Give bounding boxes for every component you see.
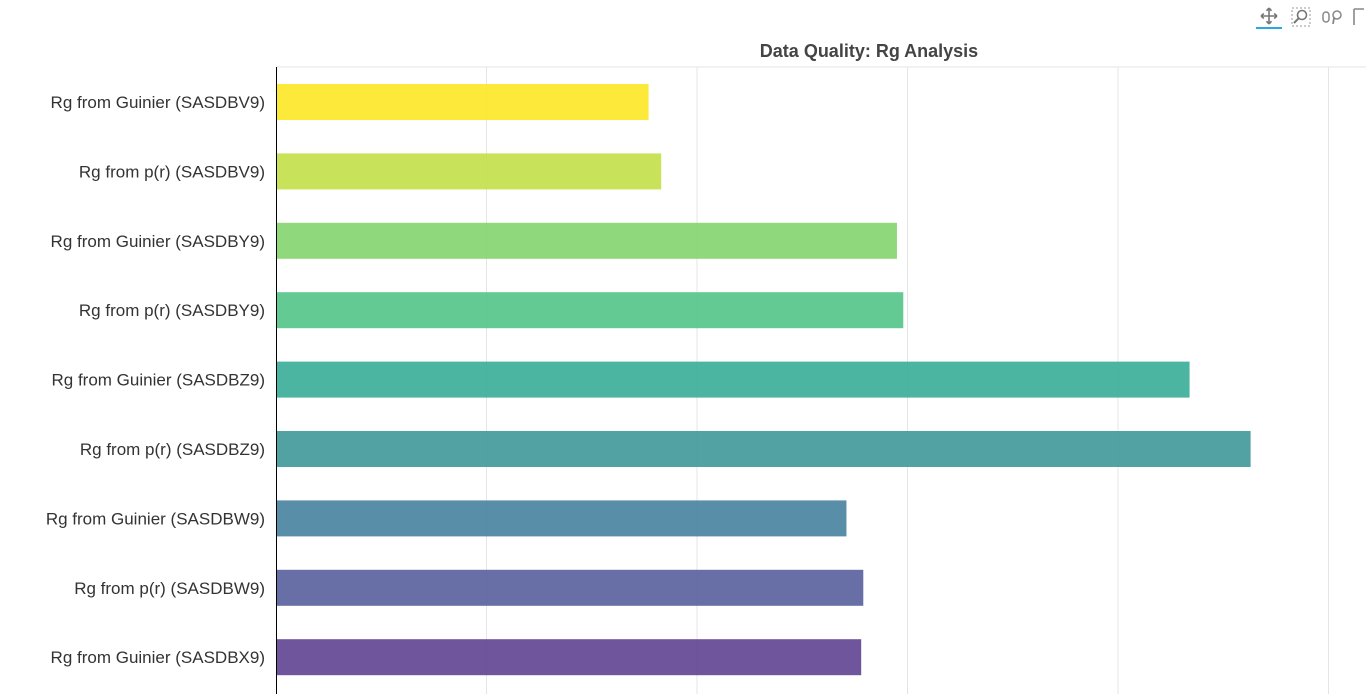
box-zoom-tool-button[interactable] — [1288, 5, 1314, 29]
category-label: Rg from p(r) (SASDBZ9) — [80, 440, 265, 459]
bar[interactable] — [277, 361, 1190, 398]
bar[interactable] — [277, 222, 897, 259]
bars — [277, 84, 1251, 676]
bar[interactable] — [277, 639, 862, 676]
bar[interactable] — [277, 431, 1251, 467]
bar[interactable] — [277, 84, 649, 120]
category-label: Rg from p(r) (SASDBV9) — [79, 162, 265, 181]
category-label: Rg from Guinier (SASDBX9) — [51, 648, 265, 667]
chart-title: Data Quality: Rg Analysis — [760, 41, 978, 61]
bar[interactable] — [277, 569, 864, 606]
box-zoom-icon — [1291, 7, 1311, 27]
chart-toolbar — [1256, 4, 1366, 30]
category-label: Rg from Guinier (SASDBZ9) — [52, 371, 266, 390]
category-labels: Rg from Guinier (SASDBV9) Rg from p(r) (S… — [46, 93, 265, 667]
bar[interactable] — [277, 153, 662, 190]
pan-tool-button[interactable] — [1256, 5, 1282, 29]
category-label: Rg from Guinier (SASDBV9) — [51, 93, 265, 112]
wheel-zoom-icon — [1322, 10, 1342, 25]
save-tool-button[interactable] — [1352, 5, 1366, 29]
bar[interactable] — [277, 500, 847, 537]
category-label: Rg from p(r) (SASDBY9) — [79, 301, 265, 320]
category-label: Rg from Guinier (SASDBY9) — [51, 232, 265, 251]
category-label: Rg from Guinier (SASDBW9) — [46, 509, 265, 528]
bar[interactable] — [277, 292, 904, 329]
category-label: Rg from p(r) (SASDBW9) — [74, 579, 265, 598]
wheel-zoom-tool-button[interactable] — [1320, 5, 1346, 29]
save-icon — [1353, 8, 1364, 25]
pan-icon — [1260, 7, 1278, 25]
